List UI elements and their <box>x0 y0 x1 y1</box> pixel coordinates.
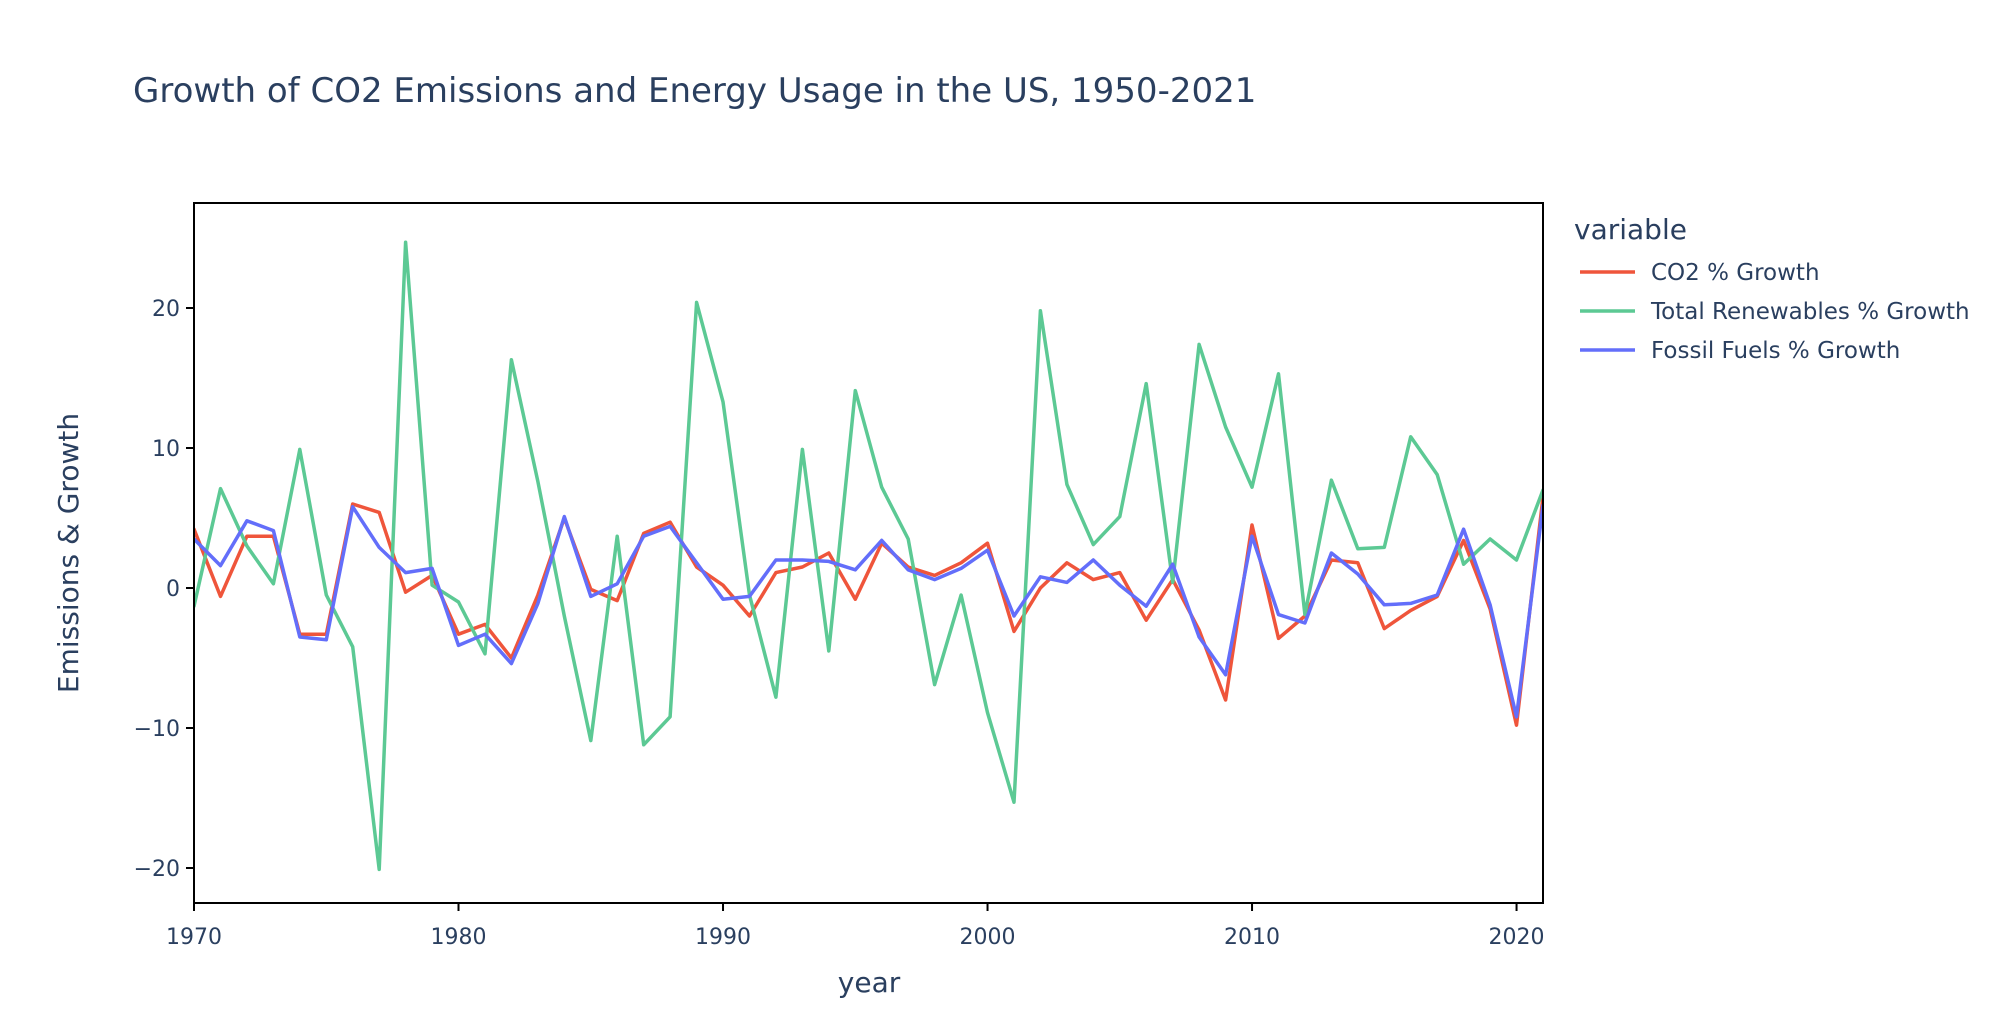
x-axis-title: year <box>838 966 901 999</box>
plot-frame <box>193 202 1544 904</box>
legend-label-0: CO2 % Growth <box>1651 260 1820 286</box>
x-tick-label: 1970 <box>166 925 222 950</box>
series-line-0 <box>194 495 1543 727</box>
x-tick-label: 2020 <box>1489 925 1545 950</box>
y-axis-title: Emissions & Growth <box>52 413 85 693</box>
legend-title: variable <box>1574 213 1687 246</box>
legend-label-1: Total Renewables % Growth <box>1650 299 1970 325</box>
x-tick-label: 2000 <box>960 925 1016 950</box>
x-tick-label: 1980 <box>431 925 487 950</box>
y-tick-label: 20 <box>152 297 180 322</box>
plot-area <box>193 202 1544 904</box>
x-tick-label: 1990 <box>695 925 751 950</box>
y-tick-label: −20 <box>134 857 180 882</box>
x-axis-ticks: 1970 1980 1990 2000 2010 2020 <box>166 903 1545 950</box>
y-tick-label: 0 <box>166 577 180 602</box>
series-line-2 <box>194 503 1543 719</box>
legend-items: CO2 % Growth Total Renewables % Growth Fos… <box>1580 260 1970 364</box>
y-tick-label: −10 <box>134 717 180 742</box>
y-axis-ticks: −20 −10 0 10 20 <box>134 297 194 882</box>
legend: variable CO2 % Growth Total Renewables % … <box>1574 213 1970 364</box>
chart-title: Growth of CO2 Emissions and Energy Usage… <box>133 71 1256 111</box>
legend-label-2: Fossil Fuels % Growth <box>1651 338 1900 364</box>
x-tick-label: 2010 <box>1224 925 1280 950</box>
series-line-1 <box>194 240 1543 872</box>
y-tick-label: 10 <box>152 437 180 462</box>
series-lines <box>194 240 1543 872</box>
